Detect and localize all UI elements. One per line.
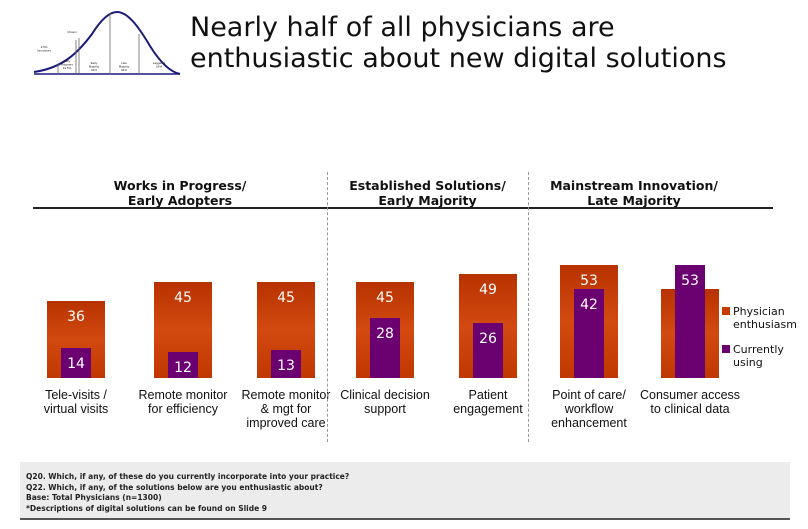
legend-swatch bbox=[722, 307, 730, 315]
category-label-line: Remote monitor bbox=[241, 388, 331, 402]
bar-currently-using bbox=[574, 288, 604, 378]
category-label-line: support bbox=[364, 402, 406, 416]
category-label-line: for efficiency bbox=[148, 402, 218, 416]
bar-currently-using bbox=[675, 265, 705, 378]
data-label: 45 bbox=[277, 290, 295, 307]
category-label: Clinical decision support bbox=[335, 388, 435, 416]
category-label-line: improved care bbox=[246, 416, 326, 430]
group-header-line: Late Majority bbox=[587, 193, 681, 208]
title-line: enthusiastic about new digital solutions bbox=[190, 43, 727, 74]
category-label-line: Clinical decision bbox=[340, 388, 430, 402]
data-label: 45 bbox=[376, 290, 394, 307]
category-label-line: enhancement bbox=[551, 416, 627, 430]
group-divider bbox=[327, 172, 328, 442]
category-label-line: virtual visits bbox=[43, 402, 109, 416]
data-label: 28 bbox=[376, 326, 394, 343]
group-header-line: Works in Progress/ bbox=[113, 178, 247, 193]
footnote: *Descriptions of digital solutions can b… bbox=[26, 503, 268, 513]
legend-label: Currently bbox=[733, 343, 784, 356]
legend-label: Physician bbox=[733, 305, 785, 318]
logo-label: 2.5% Innovators bbox=[37, 45, 52, 52]
bar-currently-using bbox=[473, 322, 503, 378]
data-label: 42 bbox=[580, 296, 598, 313]
bar-currently-using bbox=[271, 350, 301, 378]
legend-swatch bbox=[722, 345, 730, 353]
legend-label: using bbox=[733, 356, 763, 369]
category-label: Patient engagement bbox=[438, 388, 538, 416]
category-label: Consumer access to clinical data bbox=[640, 388, 740, 416]
category-label-line: & mgt for bbox=[260, 402, 312, 416]
data-label: 13 bbox=[277, 358, 295, 375]
group-header: Works in Progress/Early Adopters bbox=[33, 178, 327, 208]
category-label: Point of care/workflow enhancement bbox=[539, 388, 639, 430]
data-label: 45 bbox=[174, 290, 192, 307]
category-label-line: Remote monitor bbox=[138, 388, 228, 402]
bar-currently-using bbox=[61, 348, 91, 378]
data-label: 14 bbox=[67, 356, 85, 373]
category-label-line: to clinical data bbox=[650, 402, 730, 416]
category-label-line: workflow bbox=[564, 402, 614, 416]
group-header-rule bbox=[33, 207, 773, 209]
bar-currently-using bbox=[370, 318, 400, 378]
logo-label: Early Adopters 13.5% bbox=[61, 59, 74, 70]
group-header-line: Mainstream Innovation/ bbox=[550, 178, 718, 193]
category-label: Remote monitor for efficiency bbox=[133, 388, 233, 416]
category-label-line: Consumer access bbox=[640, 388, 741, 402]
logo-label: Chasm bbox=[67, 30, 77, 34]
group-header-line: Established Solutions/ bbox=[349, 178, 506, 193]
footnote: Q20. Which, if any, of these do you curr… bbox=[26, 472, 350, 481]
diffusion-curve-logo: 2.5% Innovators Chasm Early Adopters 13.5% Ear… bbox=[33, 10, 181, 75]
category-label-line: engagement bbox=[453, 402, 523, 416]
logo-label: Late Majority 34% bbox=[119, 61, 130, 72]
category-label: Remote monitor & mgt for improved care bbox=[236, 388, 336, 430]
legend-label: enthusiasm bbox=[733, 318, 797, 331]
data-label: 12 bbox=[174, 360, 192, 377]
bar-currently-using bbox=[168, 352, 198, 378]
footnotes: Q20. Which, if any, of these do you curr… bbox=[20, 462, 790, 520]
slide-title: Nearly half of all physicians are enthusi… bbox=[190, 12, 727, 74]
group-header: Established Solutions/Early Majority bbox=[327, 178, 528, 208]
category-label-line: Patient bbox=[468, 388, 508, 402]
footnote: Base: Total Physicians (n=1300) bbox=[26, 493, 162, 502]
logo-label: Laggards 16% bbox=[153, 61, 166, 68]
data-label: 36 bbox=[67, 309, 85, 326]
category-label: Tele-visits / virtual visits bbox=[26, 388, 126, 416]
data-label: 53 bbox=[580, 273, 598, 290]
title-line: Nearly half of all physicians are bbox=[190, 12, 615, 43]
group-header: Mainstream Innovation/Late Majority bbox=[528, 178, 740, 208]
category-label-line: Point of care/ bbox=[552, 388, 626, 402]
footnote: Q22. Which, if any, of the solutions bel… bbox=[26, 482, 323, 492]
data-label: 53 bbox=[681, 273, 699, 290]
category-label-line: Tele-visits / bbox=[45, 388, 107, 402]
group-header-line: Early Adopters bbox=[127, 193, 233, 208]
data-label: 26 bbox=[479, 330, 497, 347]
logo-label: Early Majority 34% bbox=[89, 61, 100, 72]
group-divider bbox=[528, 172, 529, 442]
data-label: 49 bbox=[479, 281, 497, 298]
legend-enthusiasm: Physician enthusiasm bbox=[722, 305, 797, 331]
legend-using: Currently using bbox=[722, 343, 784, 369]
group-header-line: Early Majority bbox=[378, 193, 477, 208]
